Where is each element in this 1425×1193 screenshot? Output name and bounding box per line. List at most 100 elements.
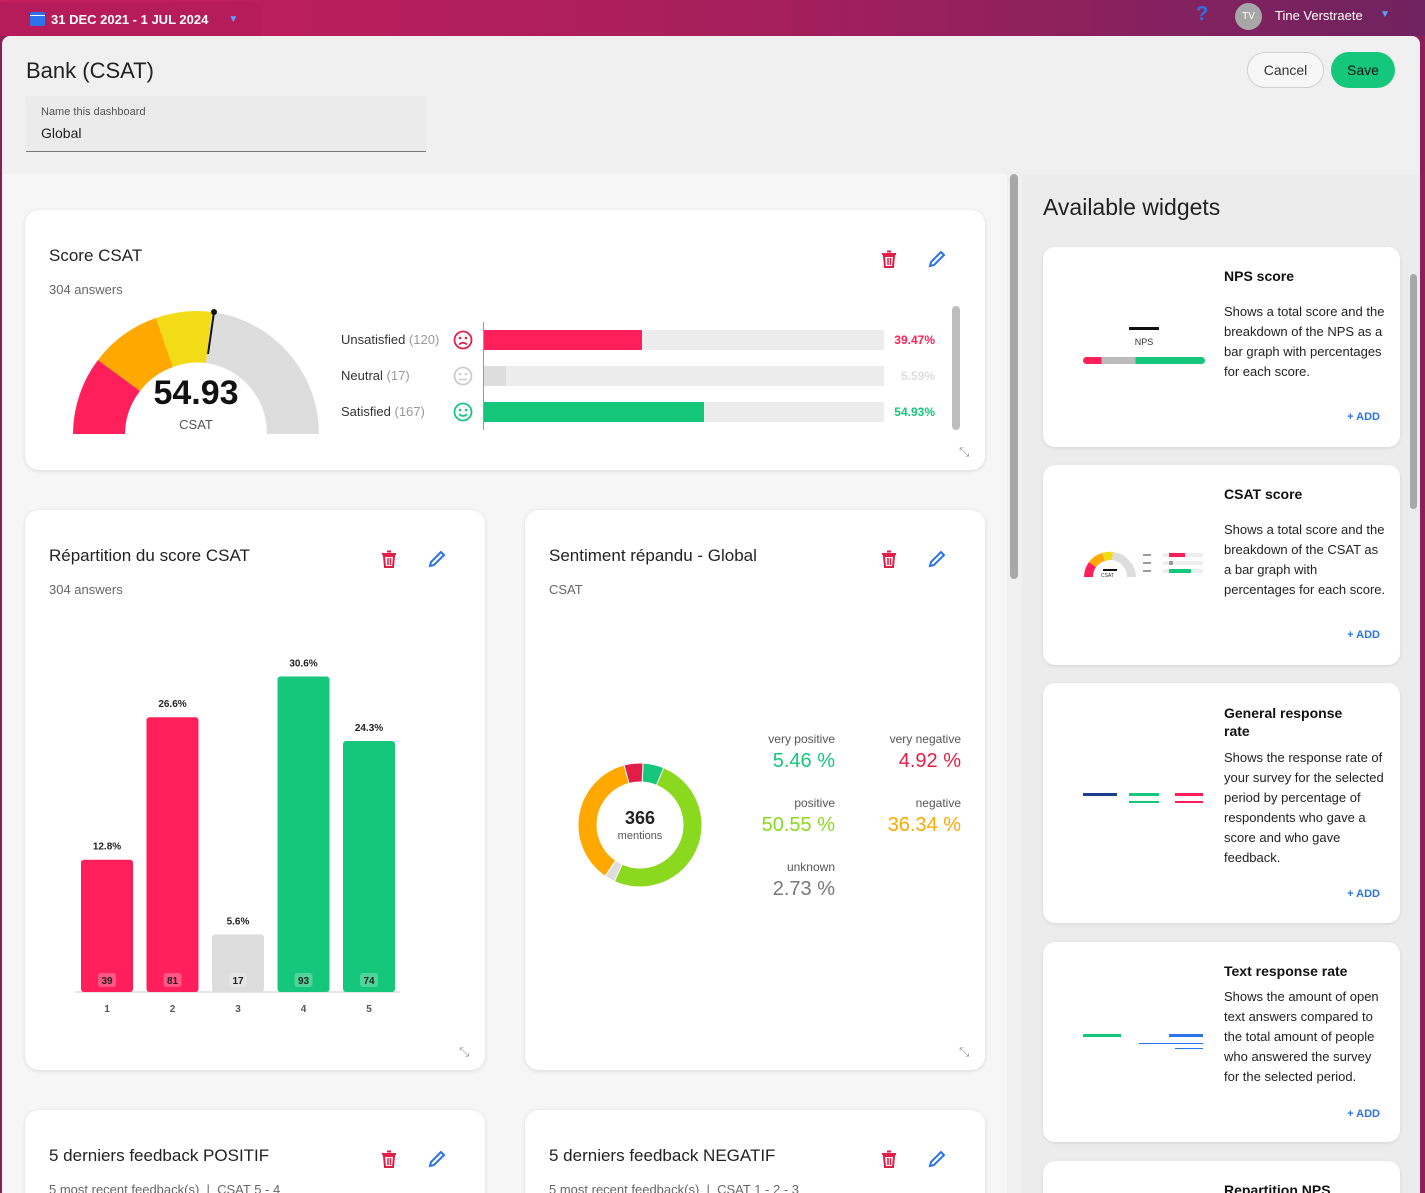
bar-1 — [81, 859, 133, 992]
pencil-icon[interactable] — [928, 550, 946, 568]
widget-repartition[interactable]: Répartition du score CSAT 304 answers 12… — [25, 510, 485, 1070]
widget-title: Score CSAT — [49, 246, 143, 265]
general-response-preview — [1083, 793, 1205, 813]
dashboard-editor: Bank (CSAT) Cancel Save Name this dashbo… — [2, 36, 1420, 1193]
bar-count-label: 39 — [101, 976, 113, 987]
widget-feedback-positif[interactable]: 5 derniers feedback POSITIF 5 most recen… — [25, 1110, 485, 1193]
widget-option-general-response-rate[interactable]: General response rate Shows the response… — [1043, 683, 1400, 923]
legend-negative: negative 36.34 % — [841, 796, 961, 837]
repartition-bar-chart: 12.8% 39 1 26.6% 81 2 5.6% 17 3 30.6% 93 4 24.3% 74 5 — [75, 659, 400, 1015]
cancel-button[interactable]: Cancel — [1247, 52, 1324, 88]
widget-score-csat[interactable]: Score CSAT 304 answers 54.93 CSAT Unsati… — [25, 210, 985, 470]
donut-center-value: 366 — [624, 808, 656, 828]
csat-bar-pct: 5.59% — [900, 369, 935, 383]
widget-sentiment[interactable]: Sentiment répandu - Global CSAT 366 ment… — [525, 510, 985, 1070]
bar-count-label: 81 — [167, 976, 179, 987]
date-range-selector[interactable]: 31 DEC 2021 - 1 JUL 2024 ▼ — [0, 2, 261, 36]
widget-option-repartition-nps[interactable]: Repartition NPS — [1043, 1161, 1400, 1193]
bar-percent-label: 5.6% — [227, 916, 250, 927]
gauge-score: 54.93 — [153, 374, 239, 412]
dashboard-name-input[interactable]: Global — [41, 125, 82, 141]
legend-value: 50.55 % — [761, 814, 835, 836]
bar-percent-label: 30.6% — [289, 659, 317, 670]
preview-nps-label: NPS — [1134, 337, 1154, 347]
card-scrollbar[interactable] — [952, 306, 960, 430]
row-name: Unsatisfied — [341, 332, 406, 347]
widget-option-desc: Shows a total score and the breakdown of… — [1224, 304, 1385, 379]
bar-3 — [212, 934, 264, 992]
preview-line — [1129, 327, 1159, 330]
legend-label: very negative — [889, 732, 961, 746]
donut-slice-very-negative — [623, 762, 644, 785]
add-button[interactable]: + ADD — [1347, 629, 1380, 641]
preview-line — [1175, 1048, 1203, 1049]
add-button[interactable]: + ADD — [1347, 411, 1380, 423]
bar-count-label: 17 — [232, 976, 244, 987]
row-count: (167) — [394, 404, 425, 419]
save-button[interactable]: Save — [1331, 52, 1395, 88]
trash-icon[interactable] — [381, 550, 397, 568]
x-tick-label: 3 — [235, 1004, 241, 1015]
preview-bar — [1083, 357, 1205, 364]
legend-value: 4.92 % — [898, 750, 961, 772]
page-title: Bank (CSAT) — [26, 58, 154, 83]
legend-very-positive: very positive 5.46 % — [715, 732, 835, 773]
nps-preview: NPS — [1083, 327, 1205, 372]
available-widgets-panel: Available widgets NPS NPS score Shows a … — [1022, 174, 1420, 1193]
add-button[interactable]: + ADD — [1347, 1108, 1380, 1120]
pencil-icon[interactable] — [928, 250, 946, 268]
x-tick-label: 2 — [170, 1004, 176, 1015]
legend-label: unknown — [786, 860, 835, 874]
trash-icon[interactable] — [881, 550, 897, 568]
panel-scrollbar[interactable] — [1410, 274, 1417, 509]
bar-percent-label: 24.3% — [355, 723, 383, 734]
canvas-scrollbar[interactable] — [1010, 174, 1018, 579]
trash-icon[interactable] — [881, 1150, 897, 1168]
bar-count-label: 93 — [298, 976, 310, 987]
resize-handle-icon[interactable]: ⤡ — [959, 444, 970, 459]
legend-value: 5.46 % — [772, 750, 835, 772]
add-button[interactable]: + ADD — [1347, 888, 1380, 900]
widget-option-title: CSAT score — [1224, 486, 1303, 502]
trash-icon[interactable] — [381, 1150, 397, 1168]
bar-count-badge — [229, 973, 247, 987]
legend-value: 2.73 % — [772, 878, 835, 900]
legend-positive: positive 50.55 % — [715, 796, 835, 837]
widget-option-nps-score[interactable]: NPS NPS score Shows a total score and th… — [1043, 247, 1400, 447]
donut-center-label: mentions — [617, 830, 663, 842]
preview-line — [1083, 793, 1117, 796]
calendar-icon — [30, 12, 45, 26]
widget-title: Répartition du score CSAT — [49, 546, 250, 565]
user-name[interactable]: Tine Verstraete — [1275, 8, 1363, 23]
widget-option-csat-score[interactable]: CSAT CSAT score Shows a total score and … — [1043, 465, 1400, 665]
legend-unknown: unknown 2.73 % — [715, 860, 835, 901]
preview-line — [1169, 1034, 1203, 1037]
resize-handle-icon[interactable]: ⤡ — [459, 1044, 470, 1059]
widget-subtitle: 304 answers — [49, 282, 123, 297]
trash-icon[interactable] — [881, 250, 897, 268]
user-menu-chevron-icon[interactable]: ▼ — [1380, 9, 1390, 20]
widget-subtitle: 5 most recent feedback(s) | CSAT 5 - 4 — [49, 1182, 281, 1193]
pencil-icon[interactable] — [928, 1150, 946, 1168]
dashboard-name-field[interactable]: Name this dashboard Global — [26, 96, 426, 152]
widget-option-desc: Shows a total score and the breakdown of… — [1224, 522, 1386, 597]
gauge-label: CSAT — [179, 417, 213, 432]
legend-value: 36.34 % — [887, 814, 961, 836]
help-icon[interactable]: ? — [1196, 3, 1209, 25]
pencil-icon[interactable] — [428, 550, 446, 568]
resize-handle-icon[interactable]: ⤡ — [959, 1044, 970, 1059]
preview-line — [1083, 1034, 1121, 1037]
legend-label: negative — [915, 796, 961, 810]
widget-option-title: Text response rate — [1224, 963, 1348, 979]
row-count: (120) — [408, 332, 440, 347]
chevron-down-icon: ▼ — [228, 13, 239, 25]
csat-bar-pct: 39.47% — [894, 333, 935, 347]
neutral-face-icon — [453, 366, 473, 386]
widget-feedback-negatif[interactable]: 5 derniers feedback NEGATIF 5 most recen… — [525, 1110, 985, 1193]
widget-subtitle: CSAT — [549, 582, 583, 597]
avatar[interactable]: TV — [1235, 3, 1262, 30]
pencil-icon[interactable] — [428, 1150, 446, 1168]
bar-percent-label: 26.6% — [158, 699, 186, 710]
donut-slice-positive — [613, 767, 703, 888]
widget-option-text-response-rate[interactable]: Text response rate Shows the amount of o… — [1043, 942, 1400, 1142]
